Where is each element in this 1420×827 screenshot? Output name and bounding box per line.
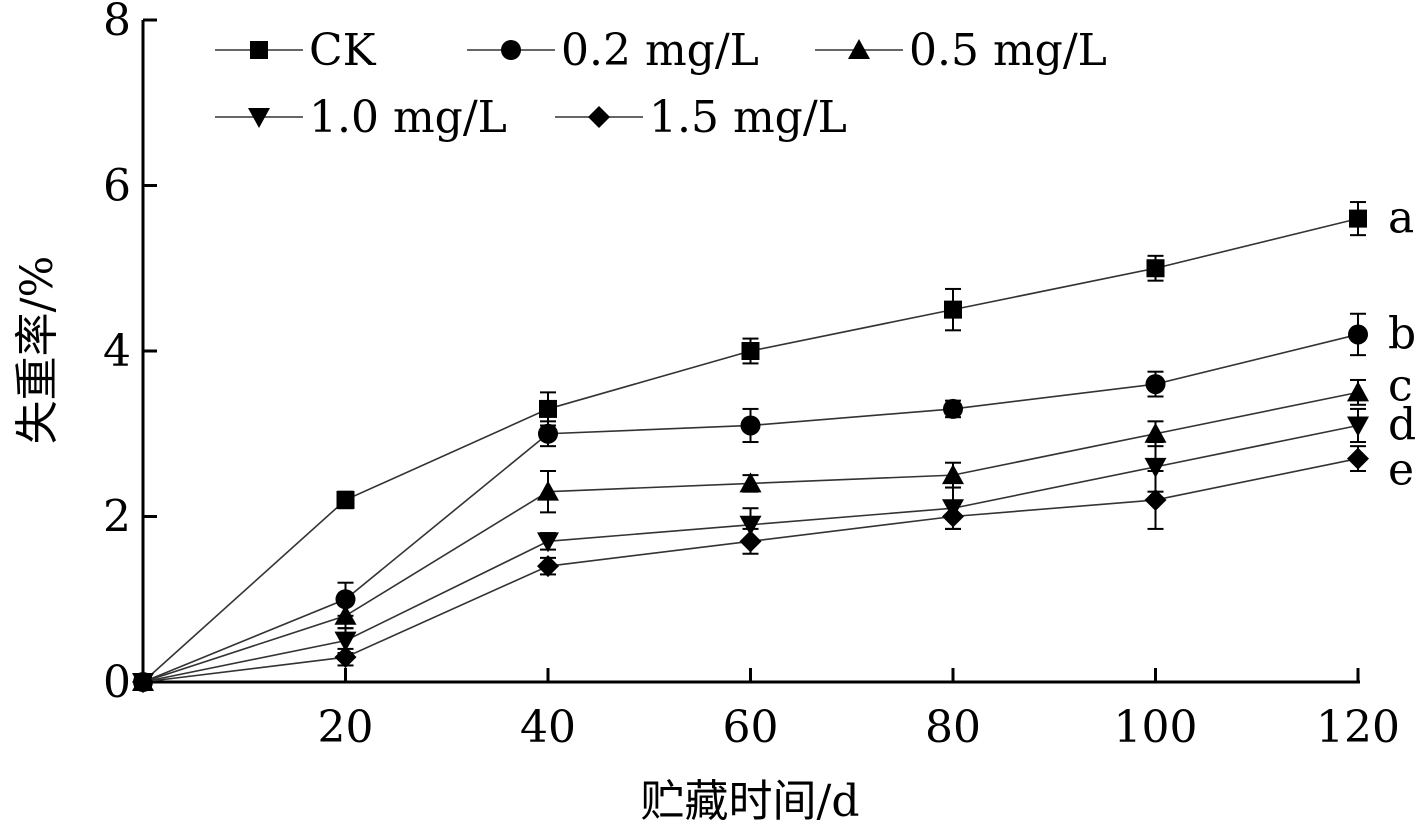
data-point	[741, 342, 760, 360]
data-point	[943, 398, 963, 419]
data-point	[1146, 259, 1165, 278]
data-point	[1347, 381, 1369, 402]
data-point	[537, 555, 559, 578]
x-tick-label: 80	[925, 702, 981, 753]
data-point	[334, 631, 357, 652]
data-point	[1349, 209, 1367, 228]
legend-label: 0.5 mg/L	[909, 25, 1107, 76]
series-line	[142, 217, 1359, 683]
data-point	[538, 423, 558, 444]
y-tick-label: 0	[103, 657, 131, 708]
data-point	[942, 464, 964, 485]
legend-marker	[250, 41, 268, 59]
legend-item-3: 0.5 mg/L	[815, 25, 1107, 76]
data-point	[1144, 457, 1167, 478]
legend-item-2: 0.2 mg/L	[467, 25, 759, 76]
series-end-label: c	[1388, 360, 1413, 411]
data-point	[739, 472, 762, 493]
x-tick-label: 100	[1114, 702, 1198, 753]
x-axis-title: 贮藏时间/d	[641, 776, 860, 827]
x-tick-label: 60	[723, 702, 779, 753]
y-axis-title: 失重率/%	[12, 256, 63, 445]
series-end-label: d	[1388, 399, 1416, 450]
series-end-label: a	[1388, 193, 1414, 244]
legend-marker	[248, 108, 270, 128]
data-point	[1347, 447, 1369, 470]
legend-item-4: 1.0 mg/L	[215, 92, 507, 143]
data-point	[334, 646, 357, 669]
legend-marker	[588, 106, 610, 128]
legend-marker	[501, 40, 521, 60]
series-end-label: b	[1388, 308, 1416, 359]
data-point	[336, 490, 355, 509]
legend-label: CK	[309, 25, 377, 76]
legend-label: 0.2 mg/L	[561, 25, 759, 76]
data-point	[944, 300, 962, 319]
data-point	[942, 505, 964, 528]
x-tick-label: 40	[520, 702, 576, 753]
data-point	[740, 415, 761, 436]
data-point	[537, 532, 559, 553]
legend-item-1: CK	[215, 25, 377, 76]
series-4: d	[132, 399, 1416, 693]
data-point	[1145, 374, 1166, 395]
y-tick-label: 6	[103, 161, 131, 212]
axes: 0 2 4 6 8 20 40 60 80 100 120	[103, 0, 1400, 753]
data-point	[539, 399, 557, 418]
legend: CK 0.2 mg/L 0.5 mg/L 1.0 mg/L 1.5 mg/L	[215, 25, 1107, 143]
data-point	[537, 480, 559, 501]
x-tick-label: 120	[1316, 702, 1400, 753]
y-tick-label: 2	[103, 492, 131, 543]
legend-marker	[848, 39, 870, 59]
y-tick-label: 4	[103, 326, 131, 377]
data-point	[132, 671, 154, 693]
series-2: b	[133, 308, 1416, 692]
series-3: c	[132, 360, 1413, 691]
x-tick-label: 20	[318, 702, 374, 753]
data-point	[739, 515, 762, 536]
data-point	[1347, 416, 1369, 437]
data-point	[1144, 488, 1167, 511]
data-point	[1348, 324, 1368, 345]
legend-label: 1.5 mg/L	[649, 92, 847, 143]
legend-label: 1.0 mg/L	[309, 92, 507, 143]
y-tick-label: 8	[103, 0, 131, 46]
data-point	[334, 604, 357, 625]
series-1: a	[134, 193, 1414, 691]
data-point	[739, 530, 762, 553]
data-point	[1144, 422, 1167, 443]
series-5: e	[132, 445, 1414, 693]
series-end-label: e	[1388, 445, 1414, 496]
legend-item-5: 1.5 mg/L	[555, 92, 847, 143]
